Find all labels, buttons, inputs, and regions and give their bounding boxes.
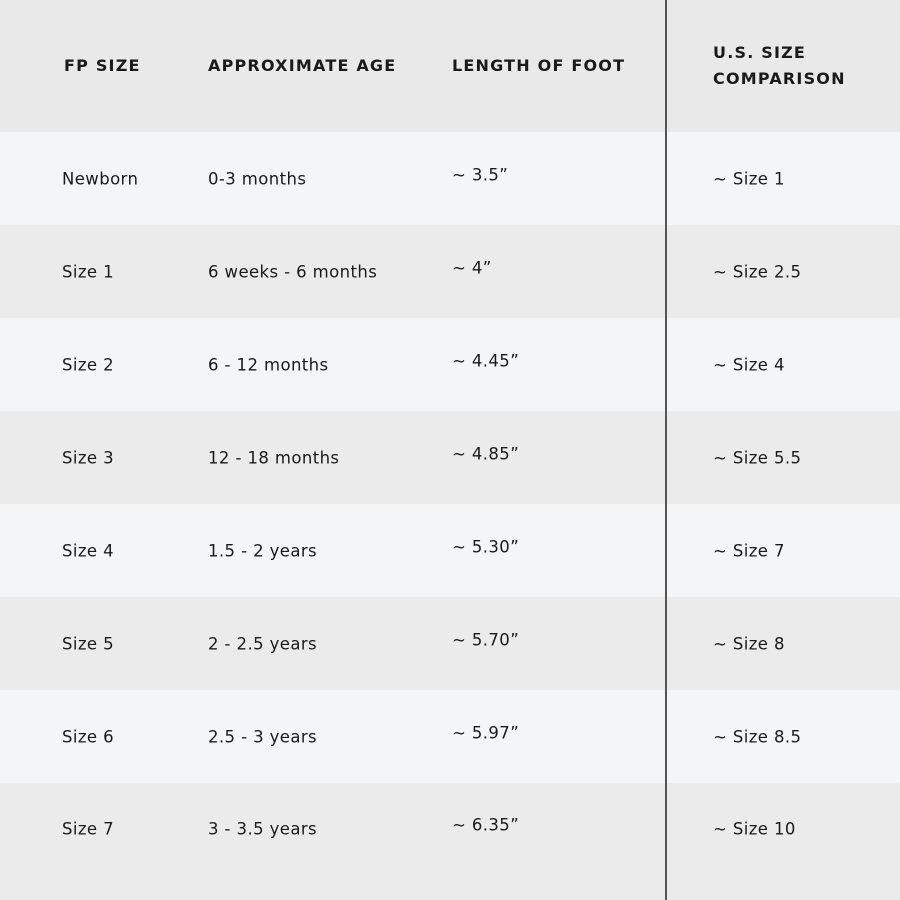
cell-length-of-foot: ~ 3.5” bbox=[452, 165, 509, 184]
table-row: Size 7 3 - 3.5 years ~ 6.35” ~ Size 10 bbox=[0, 783, 900, 900]
table-row: Size 5 2 - 2.5 years ~ 5.70” ~ Size 8 bbox=[0, 597, 900, 690]
cell-approximate-age: 3 - 3.5 years bbox=[208, 819, 318, 839]
cell-fp-size: Size 3 bbox=[62, 448, 115, 467]
cell-us-size: ~ Size 2.5 bbox=[713, 262, 802, 281]
table-row: Size 4 1.5 - 2 years ~ 5.30” ~ Size 7 bbox=[0, 504, 900, 597]
cell-us-size: ~ Size 8 bbox=[713, 634, 785, 653]
cell-length-of-foot: ~ 4.45” bbox=[452, 351, 520, 370]
table-row: Size 1 6 weeks - 6 months ~ 4” ~ Size 2.5 bbox=[0, 225, 900, 318]
cell-fp-size: Newborn bbox=[62, 169, 139, 188]
cell-length-of-foot: ~ 5.70” bbox=[452, 630, 520, 649]
header-fp-size: FP SIZE bbox=[64, 56, 141, 75]
cell-approximate-age: 0-3 months bbox=[208, 169, 307, 188]
header-row: FP SIZE APPROXIMATE AGE LENGTH OF FOOT U… bbox=[0, 0, 900, 132]
cell-approximate-age: 2.5 - 3 years bbox=[208, 727, 318, 746]
cell-length-of-foot: ~ 5.97” bbox=[452, 723, 520, 742]
cell-length-of-foot: ~ 4” bbox=[452, 258, 492, 277]
cell-fp-size: Size 7 bbox=[62, 819, 115, 839]
cell-approximate-age: 1.5 - 2 years bbox=[208, 541, 318, 560]
cell-fp-size: Size 6 bbox=[62, 727, 115, 746]
cell-us-size: ~ Size 8.5 bbox=[713, 727, 802, 746]
cell-approximate-age: 6 - 12 months bbox=[208, 355, 329, 374]
column-divider bbox=[665, 0, 667, 900]
cell-us-size: ~ Size 7 bbox=[713, 541, 785, 560]
cell-fp-size: Size 4 bbox=[62, 541, 115, 560]
cell-approximate-age: 2 - 2.5 years bbox=[208, 634, 318, 653]
cell-us-size: ~ Size 10 bbox=[713, 819, 796, 839]
header-length-of-foot: LENGTH OF FOOT bbox=[452, 56, 626, 75]
cell-length-of-foot: ~ 5.30” bbox=[452, 537, 520, 556]
cell-fp-size: Size 2 bbox=[62, 355, 115, 374]
header-us-size-comparison: U.S. SIZE COMPARISON bbox=[713, 43, 846, 88]
cell-us-size: ~ Size 5.5 bbox=[713, 448, 802, 467]
cell-approximate-age: 6 weeks - 6 months bbox=[208, 262, 378, 281]
cell-us-size: ~ Size 4 bbox=[713, 355, 785, 374]
header-approximate-age: APPROXIMATE AGE bbox=[208, 56, 397, 75]
cell-length-of-foot: ~ 6.35” bbox=[452, 815, 520, 835]
table-row: Size 3 12 - 18 months ~ 4.85” ~ Size 5.5 bbox=[0, 411, 900, 504]
cell-fp-size: Size 5 bbox=[62, 634, 115, 653]
cell-us-size: ~ Size 1 bbox=[713, 169, 785, 188]
table-row: Size 6 2.5 - 3 years ~ 5.97” ~ Size 8.5 bbox=[0, 690, 900, 783]
cell-length-of-foot: ~ 4.85” bbox=[452, 444, 520, 463]
table-row: Newborn 0-3 months ~ 3.5” ~ Size 1 bbox=[0, 132, 900, 225]
cell-fp-size: Size 1 bbox=[62, 262, 115, 281]
table-row: Size 2 6 - 12 months ~ 4.45” ~ Size 4 bbox=[0, 318, 900, 411]
cell-approximate-age: 12 - 18 months bbox=[208, 448, 340, 467]
